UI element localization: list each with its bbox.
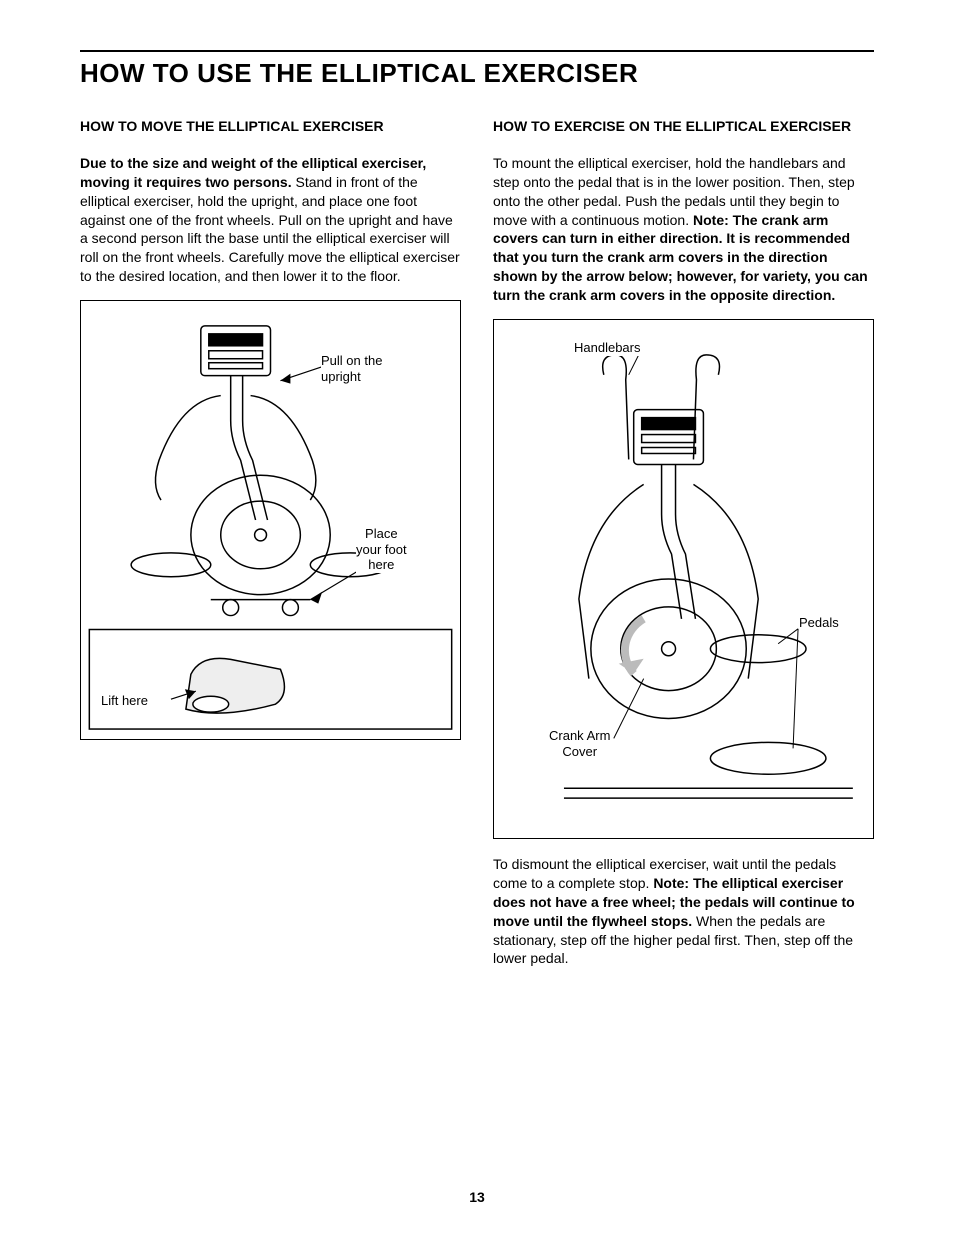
- figure-exercise-on: Handlebars Pedals Crank ArmCover: [493, 319, 874, 839]
- callout-lift-here: Lift here: [101, 693, 148, 709]
- right-paragraph-1: To mount the elliptical exerciser, hold …: [493, 154, 874, 305]
- top-rule: [80, 50, 874, 52]
- callout-handlebars: Handlebars: [574, 340, 641, 356]
- left-paragraph-1: Due to the size and weight of the ellipt…: [80, 154, 461, 286]
- left-p1-rest: Stand in front of the elliptical exercis…: [80, 174, 460, 284]
- left-heading: HOW TO MOVE THE ELLIPTICAL EXERCISER: [80, 117, 461, 136]
- callout-pull-upright: Pull on theupright: [321, 353, 382, 384]
- page-number: 13: [0, 1189, 954, 1205]
- elliptical-side-illustration: [494, 320, 873, 838]
- callout-place-foot: Placeyour foothere: [356, 526, 407, 573]
- figure-move-exerciser: Pull on theupright Placeyour foothere Li…: [80, 300, 461, 740]
- callout-pedals: Pedals: [799, 615, 839, 631]
- elliptical-front-illustration: [81, 301, 460, 739]
- right-heading: HOW TO EXERCISE ON THE ELLIPTICAL EXERCI…: [493, 117, 874, 136]
- callout-crank-arm: Crank ArmCover: [549, 728, 610, 759]
- right-column: HOW TO EXERCISE ON THE ELLIPTICAL EXERCI…: [493, 117, 874, 982]
- left-column: HOW TO MOVE THE ELLIPTICAL EXERCISER Due…: [80, 117, 461, 982]
- right-paragraph-2: To dismount the elliptical exerciser, wa…: [493, 855, 874, 968]
- two-column-layout: HOW TO MOVE THE ELLIPTICAL EXERCISER Due…: [80, 117, 874, 982]
- page-title: HOW TO USE THE ELLIPTICAL EXERCISER: [80, 58, 874, 89]
